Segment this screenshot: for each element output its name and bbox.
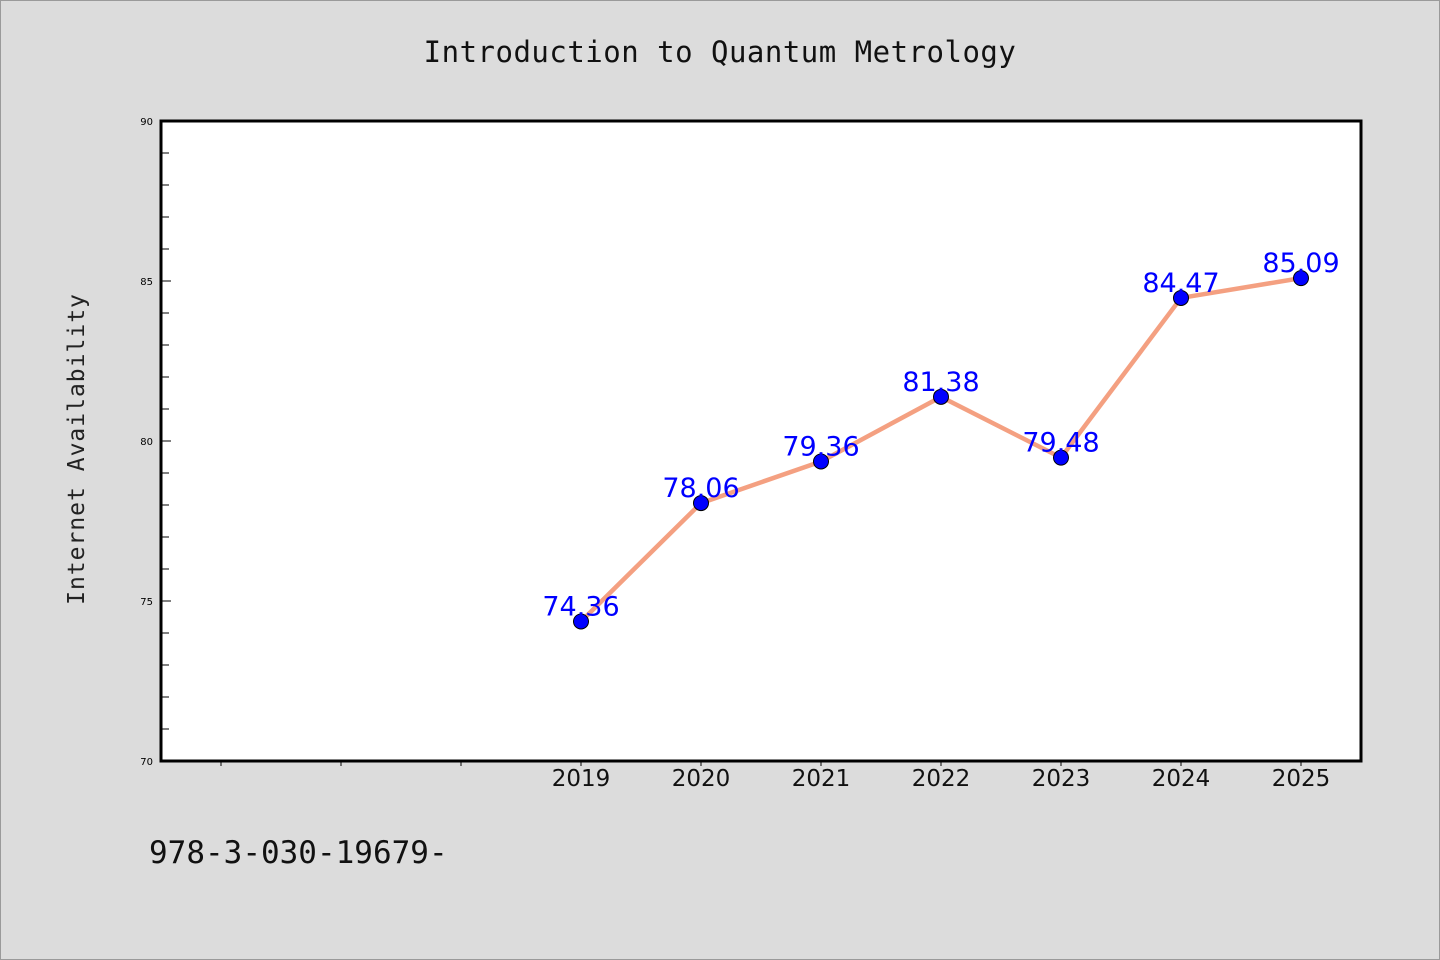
- x-tick-label: 2021: [792, 766, 851, 792]
- data-label: 81.38: [902, 367, 979, 398]
- data-label: 84.47: [1142, 268, 1219, 299]
- data-point: [1293, 270, 1309, 287]
- x-tick-label: 2025: [1272, 766, 1331, 792]
- data-point: [573, 613, 589, 630]
- data-label: 79.36: [782, 431, 859, 462]
- x-tick-label: 2019: [552, 766, 611, 792]
- y-tick-label: 80: [140, 437, 153, 448]
- y-tick-label: 85: [140, 277, 153, 288]
- data-point: [933, 388, 949, 405]
- chart-title: Introduction to Quantum Metrology: [423, 35, 1017, 69]
- data-point: [693, 495, 709, 512]
- x-tick-label: 2020: [672, 766, 731, 792]
- isbn-text: 978-3-030-19679-: [149, 835, 448, 871]
- x-tick-label: 2023: [1032, 766, 1091, 792]
- x-tick-label: 2024: [1152, 766, 1211, 792]
- x-tick-label: 2022: [912, 766, 971, 792]
- data-label: 85.09: [1262, 248, 1339, 279]
- data-point: [1173, 289, 1189, 306]
- data-point: [813, 453, 829, 470]
- y-tick-label: 70: [140, 757, 153, 768]
- data-point: [1053, 449, 1069, 466]
- data-label: 78.06: [662, 473, 739, 504]
- y-tick-label: 90: [140, 117, 153, 128]
- plot-area: [161, 121, 1361, 761]
- data-label: 74.36: [542, 591, 619, 622]
- y-tick-label: 75: [140, 597, 153, 608]
- data-label: 79.48: [1022, 428, 1099, 459]
- plot-frame: [159, 119, 1363, 763]
